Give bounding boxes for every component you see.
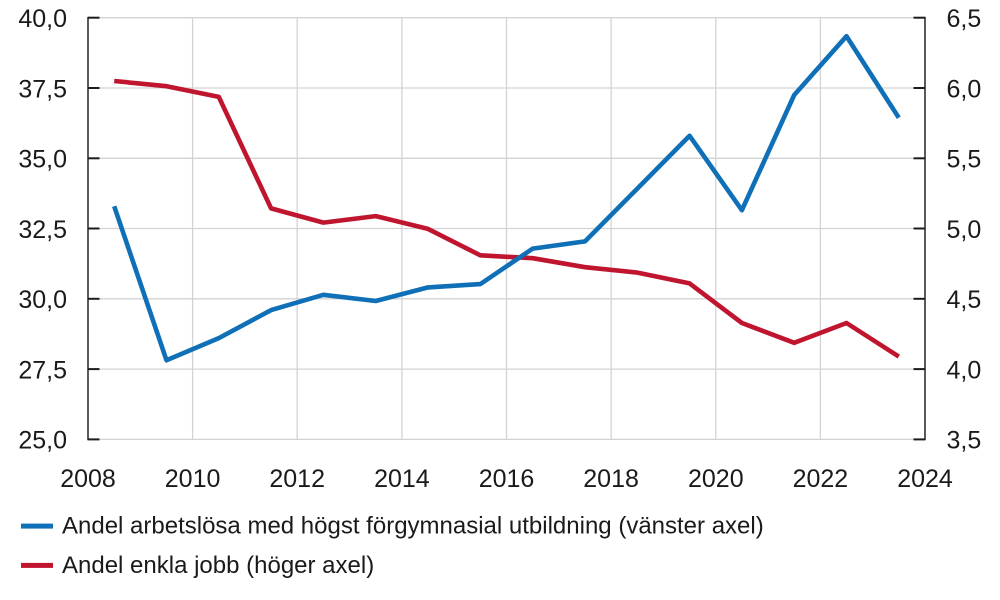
svg-text:4,5: 4,5 — [947, 286, 982, 314]
svg-text:37,5: 37,5 — [18, 75, 67, 103]
svg-text:Andel enkla jobb (höger axel): Andel enkla jobb (höger axel) — [62, 552, 374, 579]
svg-text:5,0: 5,0 — [947, 216, 982, 244]
svg-text:2014: 2014 — [374, 465, 430, 493]
svg-text:5,5: 5,5 — [947, 146, 982, 174]
svg-text:2024: 2024 — [897, 465, 953, 493]
svg-text:4,0: 4,0 — [947, 356, 982, 384]
svg-text:2018: 2018 — [583, 465, 639, 493]
svg-text:6,0: 6,0 — [947, 75, 982, 103]
svg-text:2012: 2012 — [269, 465, 325, 493]
svg-text:2008: 2008 — [60, 465, 116, 493]
svg-text:6,5: 6,5 — [947, 5, 982, 33]
svg-text:32,5: 32,5 — [18, 216, 67, 244]
svg-text:30,0: 30,0 — [18, 286, 67, 314]
svg-text:2010: 2010 — [165, 465, 221, 493]
svg-text:3,5: 3,5 — [947, 427, 982, 455]
svg-text:Andel arbetslösa med högst för: Andel arbetslösa med högst förgymnasial … — [62, 513, 764, 540]
svg-text:2016: 2016 — [479, 465, 535, 493]
svg-text:25,0: 25,0 — [18, 427, 67, 455]
svg-text:27,5: 27,5 — [18, 356, 67, 384]
svg-text:40,0: 40,0 — [18, 5, 67, 33]
svg-text:35,0: 35,0 — [18, 146, 67, 174]
svg-text:2020: 2020 — [688, 465, 744, 493]
svg-text:2022: 2022 — [793, 465, 849, 493]
